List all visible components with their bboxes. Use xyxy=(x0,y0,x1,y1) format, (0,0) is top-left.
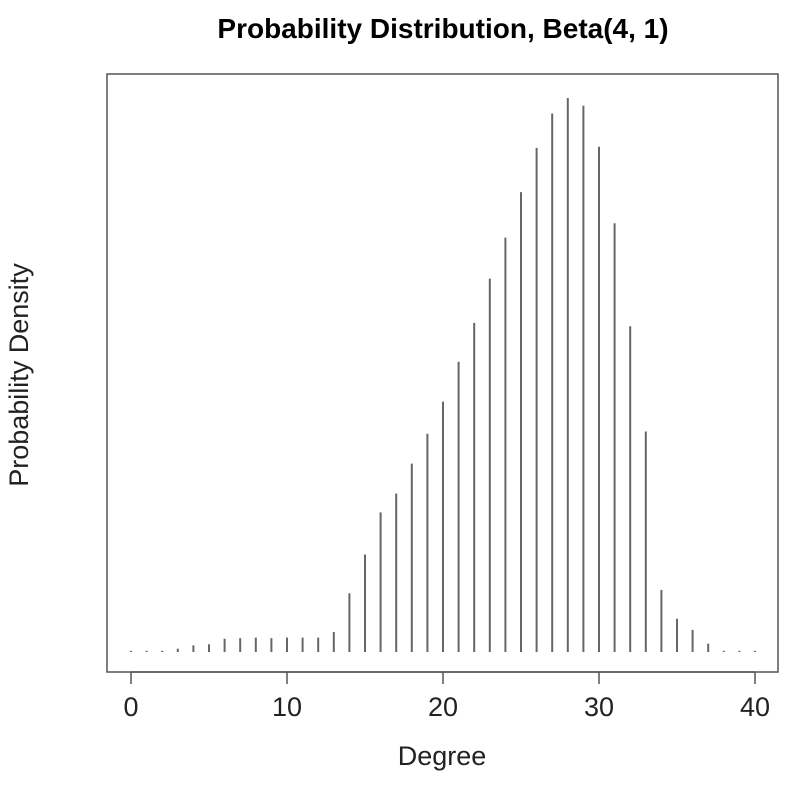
x-ticks: 0 10 20 30 40 xyxy=(123,672,770,722)
x-tick-label: 30 xyxy=(584,692,614,722)
spikes xyxy=(130,98,756,652)
x-tick-label: 0 xyxy=(123,692,138,722)
x-tick-label: 10 xyxy=(272,692,302,722)
x-axis-label: Degree xyxy=(398,741,487,771)
x-tick-label: 40 xyxy=(740,692,770,722)
chart-title: Probability Distribution, Beta(4, 1) xyxy=(217,13,668,44)
y-axis-label: Probability Density xyxy=(4,263,34,487)
x-tick-label: 20 xyxy=(428,692,458,722)
